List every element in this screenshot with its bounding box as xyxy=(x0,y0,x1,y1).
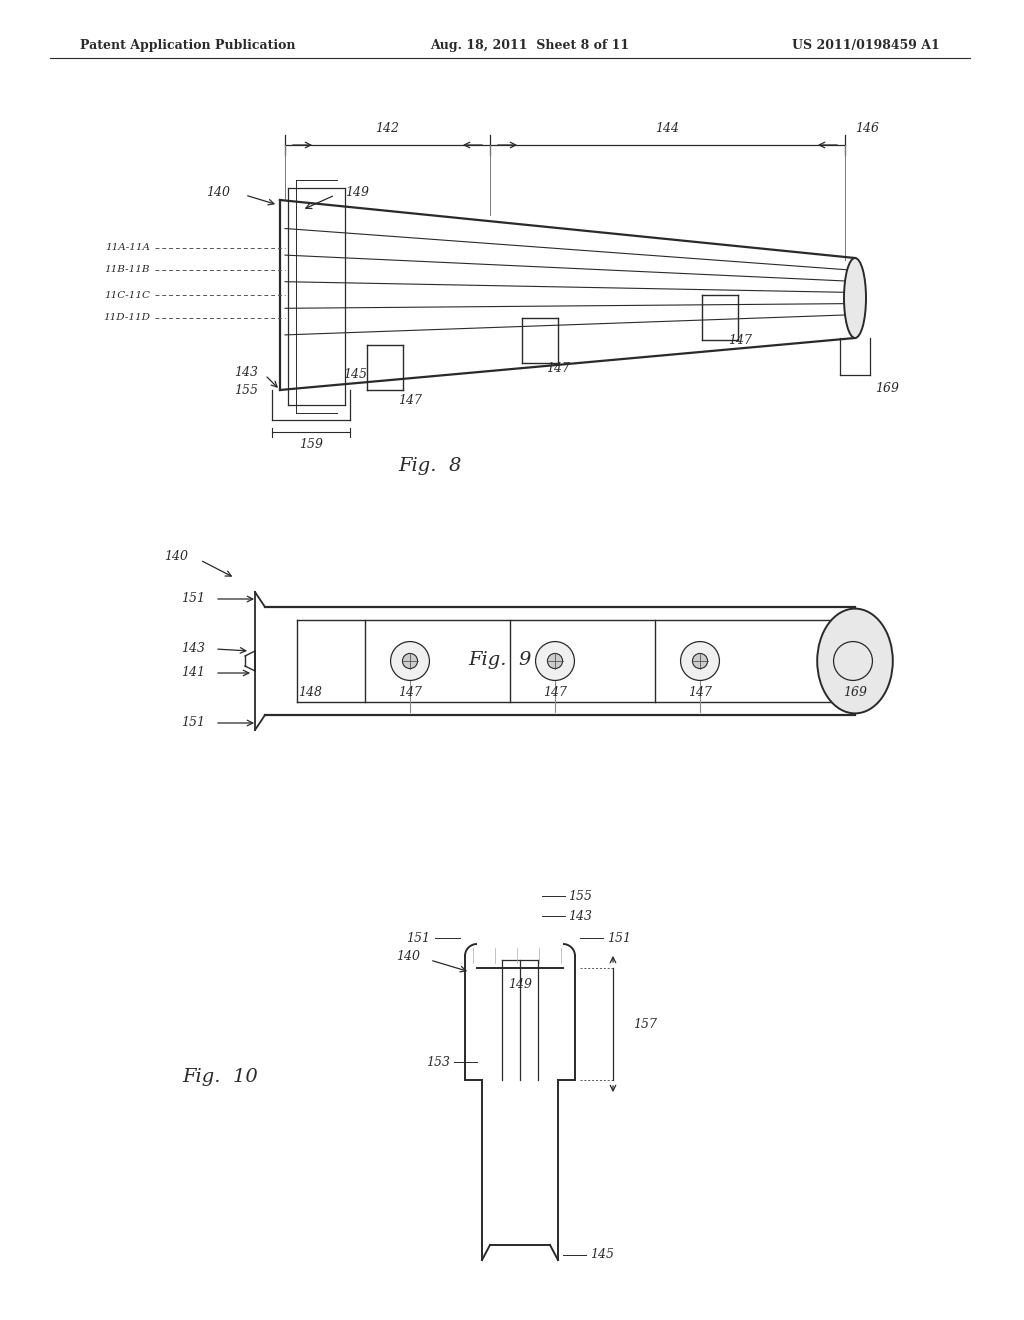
Circle shape xyxy=(402,653,418,668)
Text: Aug. 18, 2011  Sheet 8 of 11: Aug. 18, 2011 Sheet 8 of 11 xyxy=(430,38,629,51)
Text: 147: 147 xyxy=(398,393,422,407)
Text: 159: 159 xyxy=(299,437,323,450)
Text: 147: 147 xyxy=(728,334,752,346)
Text: 147: 147 xyxy=(398,686,422,700)
Text: 11A-11A: 11A-11A xyxy=(105,243,150,252)
Text: Fig.  9: Fig. 9 xyxy=(468,651,531,669)
Text: Fig.  8: Fig. 8 xyxy=(398,457,462,475)
Text: 153: 153 xyxy=(426,1056,450,1068)
Text: Fig.  10: Fig. 10 xyxy=(182,1068,258,1085)
Text: 151: 151 xyxy=(406,932,430,945)
Text: 11C-11C: 11C-11C xyxy=(104,290,150,300)
Text: 155: 155 xyxy=(234,384,258,396)
Text: 155: 155 xyxy=(568,890,592,903)
Text: 142: 142 xyxy=(376,123,399,136)
Text: 147: 147 xyxy=(546,362,570,375)
Circle shape xyxy=(692,653,708,668)
Text: 149: 149 xyxy=(508,978,532,990)
Text: 157: 157 xyxy=(633,1018,657,1031)
Text: 11B-11B: 11B-11B xyxy=(104,265,150,275)
Text: 145: 145 xyxy=(343,368,367,381)
Text: 151: 151 xyxy=(607,932,631,945)
Circle shape xyxy=(548,653,562,668)
Text: 140: 140 xyxy=(206,186,230,198)
Circle shape xyxy=(390,642,429,680)
Text: 147: 147 xyxy=(688,686,712,700)
Ellipse shape xyxy=(817,609,893,713)
Text: US 2011/0198459 A1: US 2011/0198459 A1 xyxy=(793,38,940,51)
Text: 140: 140 xyxy=(396,950,420,964)
Circle shape xyxy=(681,642,720,680)
Text: 145: 145 xyxy=(590,1249,614,1262)
Text: 148: 148 xyxy=(298,686,322,700)
Ellipse shape xyxy=(844,257,866,338)
Text: 143: 143 xyxy=(181,643,205,656)
Text: 151: 151 xyxy=(181,717,205,730)
Text: 11D-11D: 11D-11D xyxy=(103,314,150,322)
Text: 143: 143 xyxy=(568,909,592,923)
Text: Patent Application Publication: Patent Application Publication xyxy=(80,38,296,51)
Text: 146: 146 xyxy=(855,123,879,136)
Text: 144: 144 xyxy=(655,123,680,136)
Text: 151: 151 xyxy=(181,593,205,606)
Text: 141: 141 xyxy=(181,667,205,680)
Text: 143: 143 xyxy=(234,366,258,379)
Text: 169: 169 xyxy=(843,686,867,700)
Text: 169: 169 xyxy=(874,381,899,395)
Text: 149: 149 xyxy=(345,186,369,198)
Text: 140: 140 xyxy=(164,550,188,564)
Circle shape xyxy=(536,642,574,680)
Text: 147: 147 xyxy=(543,686,567,700)
